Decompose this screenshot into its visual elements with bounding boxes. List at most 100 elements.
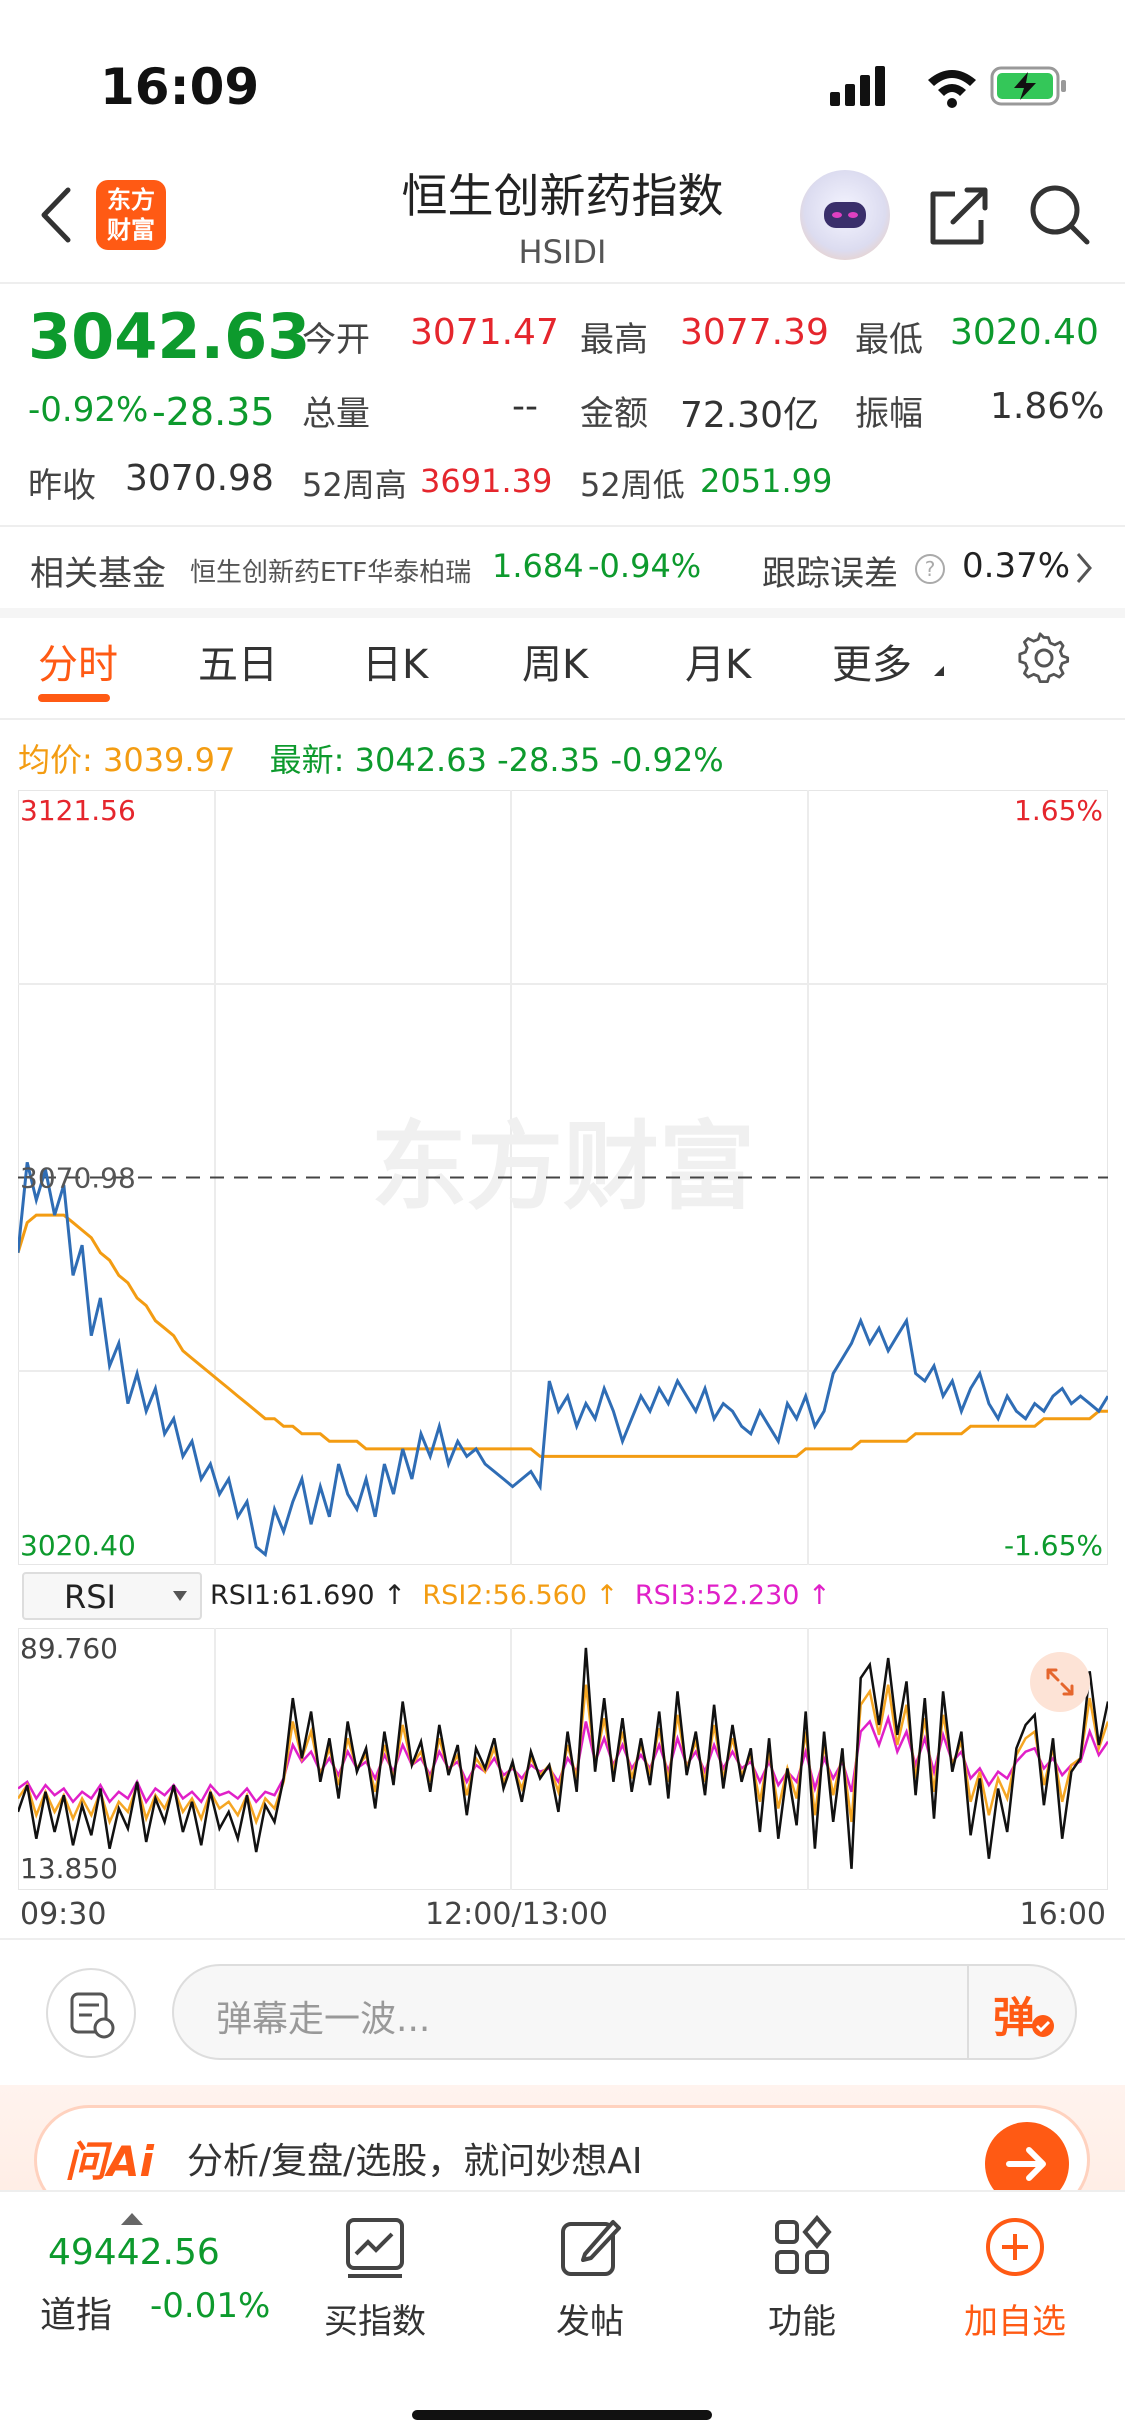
tab-monthly-k[interactable]: 月K	[685, 642, 752, 688]
tracking-error-value: 0.37%	[962, 546, 1071, 586]
rsi-y-bottom-label: 13.850	[20, 1852, 118, 1885]
robot-icon	[824, 202, 866, 228]
rsi2-value: RSI2:56.560 ↑	[422, 1580, 619, 1611]
ai-banner-text: 分析/复盘/选股，就问妙想AI	[187, 2141, 643, 2182]
week52-low-value: 2051.99	[700, 462, 833, 500]
tab-weekly-k[interactable]: 周K	[522, 642, 589, 688]
average-price-line	[18, 1213, 1108, 1458]
settings-gear-icon[interactable]	[1018, 632, 1070, 684]
time-axis: 09:30 12:00/13:00 16:00	[18, 1895, 1108, 1935]
fund-label: 相关基金	[30, 554, 166, 594]
related-fund-row[interactable]: 相关基金 恒生创新药ETF华泰柏瑞 1.684 -0.94% 跟踪误差 ? 0.…	[0, 530, 1125, 606]
week52-low-label: 52周低	[580, 466, 685, 504]
wifi-icon	[928, 70, 976, 108]
y-prev-close-label: 3070.98	[20, 1162, 136, 1195]
nav-functions[interactable]: 功能	[722, 2212, 882, 2343]
battery-icon	[990, 66, 1066, 106]
status-time: 16:09	[100, 58, 260, 116]
fund-divider	[0, 608, 1125, 618]
edit-icon	[561, 2220, 621, 2276]
tab-intraday[interactable]: 分时	[38, 642, 118, 688]
triangle-up-icon	[121, 2213, 143, 2225]
nav-buy-index[interactable]: 买指数	[295, 2212, 455, 2343]
logo-text-2: 财富	[107, 216, 155, 244]
open-value: 3071.47	[410, 312, 559, 353]
page-subtitle: HSIDI	[518, 233, 607, 271]
avg-label: 均价:	[18, 741, 93, 779]
amplitude-label: 振幅	[855, 394, 923, 434]
ai-go-button[interactable]	[985, 2122, 1069, 2190]
svg-text:?: ?	[925, 557, 936, 581]
signal-icon	[830, 66, 885, 106]
price-line	[18, 1161, 1108, 1558]
ai-banner[interactable]: 问Ai 分析/复盘/选股，就问妙想AI	[0, 2085, 1125, 2190]
nav-add-watchlist-label: 加自选	[964, 2302, 1066, 2342]
nav-post-label: 发帖	[556, 2302, 624, 2342]
back-button[interactable]	[30, 180, 90, 250]
volume-value: --	[512, 386, 538, 427]
danmu-input[interactable]: 弹幕走一波... 弹	[172, 1964, 1077, 2060]
avg-value: 3039.97	[102, 741, 236, 779]
change-amount: -28.35	[152, 390, 275, 434]
notes-button[interactable]	[46, 1968, 136, 2058]
open-label: 今开	[302, 320, 370, 360]
expand-chart-icon	[1030, 1652, 1090, 1712]
time-mid: 12:00/13:00	[425, 1897, 609, 1932]
high-value: 3077.39	[680, 312, 829, 353]
danmu-toggle-button[interactable]: 弹	[967, 1966, 1075, 2058]
intraday-price-chart[interactable]: 东方财富 3121.56 3020.40 3070.98 1.65% -1.65…	[18, 790, 1108, 1565]
week52-high-value: 3691.39	[420, 462, 553, 500]
app-logo[interactable]: 东方 财富	[96, 180, 166, 250]
rsi-frame	[18, 1628, 1108, 1890]
comment-bar: 弹幕走一波... 弹	[0, 1950, 1125, 2080]
fund-name: 恒生创新药ETF华泰柏瑞	[190, 558, 472, 588]
pct-top-label: 1.65%	[1014, 794, 1103, 827]
time-start: 09:30	[20, 1897, 107, 1932]
pct-bottom-label: -1.65%	[1004, 1529, 1103, 1562]
amount-label: 金额	[580, 394, 648, 434]
rsi1-value: RSI1:61.690 ↑	[210, 1580, 406, 1611]
latest-label: 最新:	[269, 741, 345, 779]
quote-divider	[0, 525, 1125, 527]
change-percent: -0.92%	[28, 390, 149, 430]
header-divider	[0, 282, 1125, 284]
tabs-divider	[0, 718, 1125, 720]
fund-price: 1.684	[492, 547, 584, 585]
latest-pct: -0.92%	[610, 741, 724, 779]
nav-buy-index-label: 买指数	[324, 2302, 426, 2342]
watermark: 东方财富	[371, 1111, 755, 1223]
tab-more[interactable]: 更多	[832, 642, 912, 688]
low-value: 3020.40	[950, 312, 1099, 353]
triangle-down-icon	[934, 666, 944, 676]
tab-five-day[interactable]: 五日	[198, 642, 278, 688]
search-icon[interactable]	[1025, 180, 1095, 250]
high-label: 最高	[580, 320, 648, 360]
nav-add-watchlist[interactable]: 加自选	[935, 2212, 1095, 2343]
rsi3-value: RSI3:52.230 ↑	[634, 1580, 831, 1611]
rsi-chart[interactable]: 89.760 13.850	[18, 1628, 1108, 1890]
check-badge-icon	[1032, 2015, 1054, 2037]
arrow-right-icon	[1006, 2147, 1046, 2181]
nav-functions-label: 功能	[768, 2302, 836, 2342]
logo-text-1: 东方	[107, 186, 155, 214]
rsi-y-top-label: 89.760	[20, 1632, 118, 1665]
status-icons	[830, 66, 1066, 108]
indicator-row: RSI RSI1:61.690 ↑ RSI2:56.560 ↑ RSI3:52.…	[22, 1570, 1112, 1626]
current-price: 3042.63	[28, 300, 311, 373]
indicator-select[interactable]: RSI	[22, 1572, 202, 1620]
plus-circle-icon	[986, 2218, 1044, 2276]
chart-icon	[346, 2218, 404, 2278]
help-icon[interactable]: ?	[913, 552, 947, 586]
axis-divider	[0, 1938, 1125, 1940]
y-bottom-label: 3020.40	[20, 1529, 136, 1562]
latest-change: -28.35	[497, 741, 601, 779]
tab-daily-k[interactable]: 日K	[362, 642, 429, 688]
nav-post[interactable]: 发帖	[510, 2212, 670, 2343]
prev-close-label: 昨收	[28, 466, 96, 506]
dow-index-ticker[interactable]: 49442.56 道指 -0.01%	[20, 2202, 300, 2352]
share-icon[interactable]	[925, 180, 995, 250]
ai-robot-avatar[interactable]	[800, 170, 890, 260]
notes-icon	[70, 1992, 115, 2039]
rsi1-line	[18, 1647, 1108, 1869]
low-label: 最低	[855, 320, 923, 360]
